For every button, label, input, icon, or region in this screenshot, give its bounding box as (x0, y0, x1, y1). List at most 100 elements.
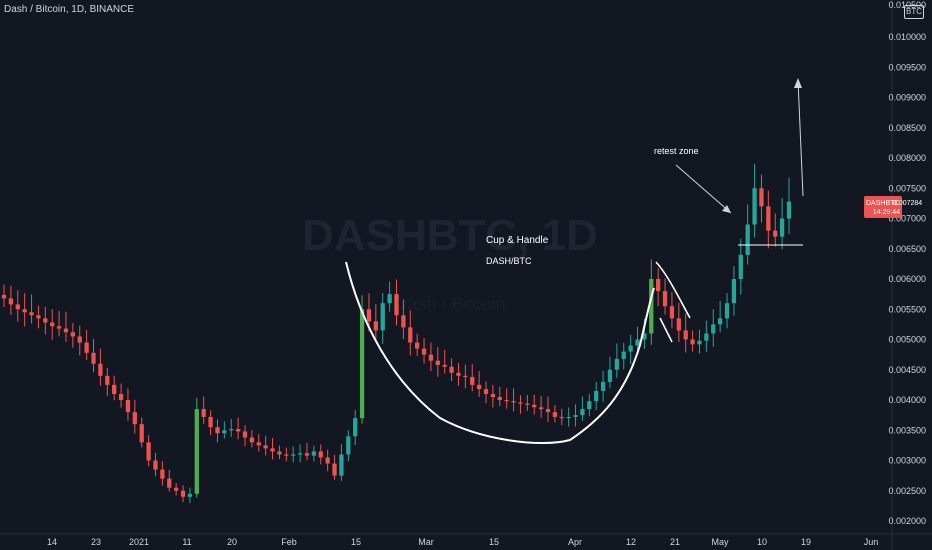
candle-down (676, 318, 681, 331)
time-axis[interactable]: 14 23 2021 11 20 Feb 15 Mar 15 Apr 12 21 May 10 19 Jun (47, 537, 878, 547)
candle-down (139, 424, 144, 443)
candle-down (132, 412, 137, 425)
candle-down (394, 294, 399, 316)
candle-up (594, 390, 599, 402)
watermark-name: Dash / Bitcoin (394, 294, 505, 314)
candle-down (249, 437, 255, 443)
candle-up (229, 429, 234, 431)
candle-down (490, 393, 496, 397)
candle-down (325, 457, 330, 464)
candle-down (366, 309, 372, 322)
candle-down (504, 400, 509, 402)
candle-up (291, 454, 296, 456)
retest-arrow (675, 164, 732, 214)
candle-down (29, 312, 34, 316)
candle-down (318, 451, 323, 458)
candle-up (724, 303, 730, 319)
time-tick-label: Apr (568, 537, 582, 547)
candle-down (112, 384, 117, 394)
candle-down (70, 332, 75, 337)
time-tick-label: 19 (801, 537, 811, 547)
current-price-value: 0.007284 (893, 200, 922, 207)
cup-curve (345, 261, 655, 445)
candle-down (215, 427, 220, 434)
pattern-title: Cup & Handle (486, 235, 549, 246)
price-tick-label: 0.005000 (888, 335, 926, 345)
candle-up (573, 415, 578, 417)
candle-up (704, 333, 709, 341)
time-tick-label: 15 (351, 537, 361, 547)
candle-down (160, 469, 165, 479)
candle-down (373, 321, 378, 331)
candle-down (476, 384, 482, 390)
candle-up (353, 418, 358, 437)
candle-down (463, 375, 468, 378)
price-tick-label: 0.007000 (888, 214, 926, 224)
price-tick-label: 0.010000 (888, 32, 926, 42)
candle-down (449, 366, 454, 373)
candle-down (22, 309, 27, 313)
chart-title: Dash / Bitcoin, 1D, BINANCE (4, 4, 135, 15)
price-tick-label: 0.007500 (888, 183, 926, 193)
candle-up (580, 409, 585, 416)
candle-up (194, 409, 199, 494)
candle-down (559, 416, 564, 419)
price-tick-label: 0.006000 (888, 274, 926, 284)
candle-down (421, 348, 427, 355)
candle-down (153, 460, 158, 470)
candle-down (690, 339, 695, 345)
price-tick-label: 0.002000 (888, 516, 926, 526)
candle-up (187, 493, 193, 497)
candle-up (380, 303, 385, 331)
time-tick-label: Jun (864, 537, 879, 547)
current-price-symbol: DASHBTC (866, 200, 899, 207)
candle-up (731, 279, 737, 304)
currency-badge[interactable]: BTC (904, 5, 924, 19)
candle-up (297, 453, 303, 455)
candle-down (56, 326, 62, 329)
time-tick-label: 2021 (129, 537, 149, 547)
candle-up (738, 254, 743, 279)
candle-down (662, 291, 668, 307)
candle-down (552, 412, 558, 417)
candle-down (118, 393, 124, 400)
candles-group (1, 163, 792, 504)
candle-down (36, 315, 41, 319)
candle-up (628, 345, 633, 352)
candle-down (683, 330, 688, 340)
candle-down (442, 364, 447, 367)
candle-down (332, 463, 337, 476)
candle-up (642, 333, 647, 340)
candle-up (786, 201, 792, 219)
price-tick-label: 0.005500 (888, 304, 926, 314)
candle-down (208, 416, 213, 428)
candle-up (745, 224, 750, 255)
handle-line-upper (655, 261, 691, 319)
candle-down (766, 206, 771, 231)
candle-down (8, 298, 14, 305)
candle-down (470, 377, 475, 385)
candle-up (339, 454, 344, 476)
candle-down (518, 402, 523, 404)
price-tick-label: 0.009500 (888, 62, 926, 72)
candle-down (669, 306, 675, 319)
price-tick-label: 0.003000 (888, 456, 926, 466)
time-tick-label: 21 (670, 537, 680, 547)
candle-down (497, 396, 502, 400)
retest-label: retest zone (654, 146, 699, 156)
candle-up (359, 309, 365, 419)
candle-down (773, 230, 778, 237)
candle-down (435, 360, 440, 365)
watermark-symbol: DASHBTC, 1D (302, 211, 598, 260)
candle-up (697, 340, 702, 345)
time-tick-label: 11 (182, 537, 191, 547)
time-tick-label: 14 (47, 537, 57, 547)
price-tick-label: 0.004500 (888, 365, 926, 375)
candle-down (304, 453, 310, 456)
time-tick-label: 12 (626, 537, 636, 547)
candle-down (545, 409, 551, 413)
candle-down (256, 442, 261, 446)
candle-down (105, 375, 110, 385)
